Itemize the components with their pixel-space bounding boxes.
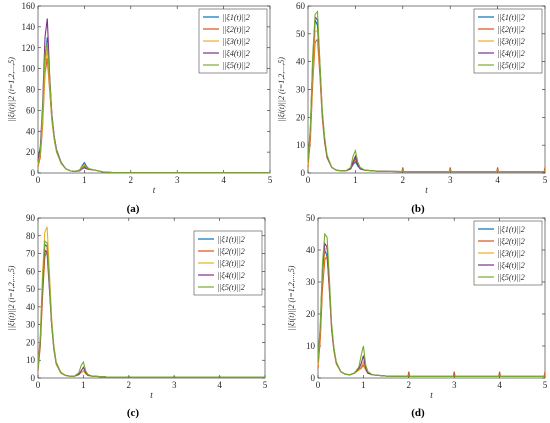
x-tick-label: 2 — [407, 380, 412, 390]
y-tick-label: 0 — [31, 168, 36, 178]
series-line-5 — [37, 42, 270, 174]
x-tick-label: 2 — [401, 175, 406, 185]
y-axis-label: ||ξi(t)||2 (i=1,2,...,5) — [287, 265, 296, 330]
legend-entry: ||ξ1(t)||2 — [217, 235, 245, 244]
legend-entry: ||ξ4(t)||2 — [497, 261, 525, 270]
y-tick-label: 70 — [26, 249, 36, 259]
y-tick-label: 20 — [26, 147, 36, 157]
x-tick-label: 3 — [448, 175, 453, 185]
y-tick-label: 60 — [26, 266, 36, 276]
legend-entry: ||ξ2(t)||2 — [217, 247, 245, 256]
panel-caption: (d) — [411, 407, 425, 419]
y-tick-label: 20 — [26, 337, 36, 347]
y-tick-label: 80 — [26, 231, 36, 241]
y-tick-label: 60 — [296, 1, 306, 11]
x-tick-label: 4 — [497, 380, 502, 390]
x-tick-label: 3 — [172, 380, 177, 390]
series-line-5 — [37, 240, 265, 378]
y-tick-label: 50 — [296, 29, 306, 39]
x-tick-label: 0 — [36, 175, 41, 185]
legend-entry: ||ξ1(t)||2 — [497, 225, 525, 234]
y-tick-label: 100 — [22, 64, 36, 74]
legend-entry: ||ξ3(t)||2 — [222, 37, 250, 46]
x-tick-label: 1 — [81, 380, 86, 390]
x-axis-label: t — [150, 390, 153, 400]
y-tick-label: 60 — [26, 105, 36, 115]
x-tick-label: 5 — [263, 380, 268, 390]
legend-entry: ||ξ1(t)||2 — [497, 13, 525, 22]
panel-a: 0 1 2 3 4 5 0 20 40 60 80 100 120 140 160 t ||ξi(t)||2 (… — [7, 1, 273, 215]
x-tick-label: 5 — [268, 175, 273, 185]
x-axis-label: t — [425, 185, 428, 195]
x-tick-label: 1 — [361, 380, 366, 390]
y-tick-label: 20 — [306, 309, 316, 319]
y-tick-label: 30 — [306, 277, 316, 287]
x-tick-label: 5 — [543, 175, 548, 185]
y-tick-label: 10 — [306, 341, 316, 351]
x-tick-label: 3 — [452, 380, 457, 390]
panel-caption: (c) — [127, 407, 140, 419]
legend-entry: ||ξ5(t)||2 — [497, 273, 525, 282]
legend-entry: ||ξ4(t)||2 — [217, 271, 245, 280]
y-tick-label: 30 — [26, 320, 36, 330]
legend-entry: ||ξ5(t)||2 — [497, 61, 525, 70]
legend-entry: ||ξ1(t)||2 — [222, 13, 250, 22]
legend-entry: ||ξ3(t)||2 — [497, 37, 525, 46]
legend-entry: ||ξ3(t)||2 — [217, 259, 245, 268]
legend-entry: ||ξ3(t)||2 — [497, 249, 525, 258]
x-axis-label: t — [430, 390, 433, 400]
x-tick-label: 1 — [353, 175, 358, 185]
legend-entry: ||ξ2(t)||2 — [497, 25, 525, 34]
y-tick-label: 50 — [306, 213, 316, 223]
x-tick-label: 4 — [221, 175, 226, 185]
y-tick-label: 10 — [296, 140, 306, 150]
legend-entry: ||ξ4(t)||2 — [497, 49, 525, 58]
y-tick-label: 40 — [306, 245, 316, 255]
x-tick-label: 5 — [543, 380, 548, 390]
panel-caption: (a) — [127, 203, 140, 215]
legend-entry: ||ξ2(t)||2 — [497, 237, 525, 246]
y-tick-label: 50 — [26, 284, 36, 294]
x-tick-label: 4 — [495, 175, 500, 185]
series-line-5 — [317, 232, 546, 377]
y-tick-label: 0 — [31, 373, 36, 383]
y-tick-label: 10 — [26, 355, 36, 365]
x-tick-label: 1 — [82, 175, 87, 185]
y-tick-label: 40 — [26, 302, 36, 312]
x-tick-label: 2 — [129, 175, 134, 185]
y-tick-label: 0 — [311, 373, 316, 383]
legend-entry: ||ξ4(t)||2 — [222, 49, 250, 58]
x-tick-label: 2 — [127, 380, 132, 390]
legend-box — [193, 230, 263, 296]
y-tick-label: 120 — [22, 43, 36, 53]
y-axis-label: ||ξi(t)||2 (i=1,2,...,5) — [7, 265, 16, 330]
legend-entry: ||ξ5(t)||2 — [217, 283, 245, 292]
x-tick-label: 0 — [316, 380, 321, 390]
y-tick-label: 30 — [296, 85, 306, 95]
x-tick-label: 3 — [175, 175, 180, 185]
y-tick-label: 20 — [296, 112, 306, 122]
y-axis-label: ||ξi(t)||2 (i=1,2,...,5) — [277, 57, 286, 122]
y-tick-label: 0 — [301, 168, 306, 178]
panel-caption: (b) — [411, 203, 425, 215]
series-line-5 — [307, 10, 546, 173]
y-tick-label: 40 — [26, 126, 36, 136]
y-tick-label: 140 — [22, 22, 36, 32]
y-tick-label: 80 — [26, 85, 36, 95]
legend-entry: ||ξ5(t)||2 — [222, 61, 250, 70]
y-tick-label: 160 — [22, 1, 36, 11]
y-tick-label: 40 — [296, 57, 306, 67]
x-tick-label: 0 — [306, 175, 311, 185]
legend-entry: ||ξ2(t)||2 — [222, 25, 250, 34]
y-axis-label: ||ξi(t)||2 (i=1,2,...,5) — [7, 57, 16, 122]
x-axis-label: t — [153, 185, 156, 195]
y-tick-label: 90 — [26, 213, 36, 223]
x-tick-label: 0 — [36, 380, 41, 390]
x-tick-label: 4 — [217, 380, 222, 390]
